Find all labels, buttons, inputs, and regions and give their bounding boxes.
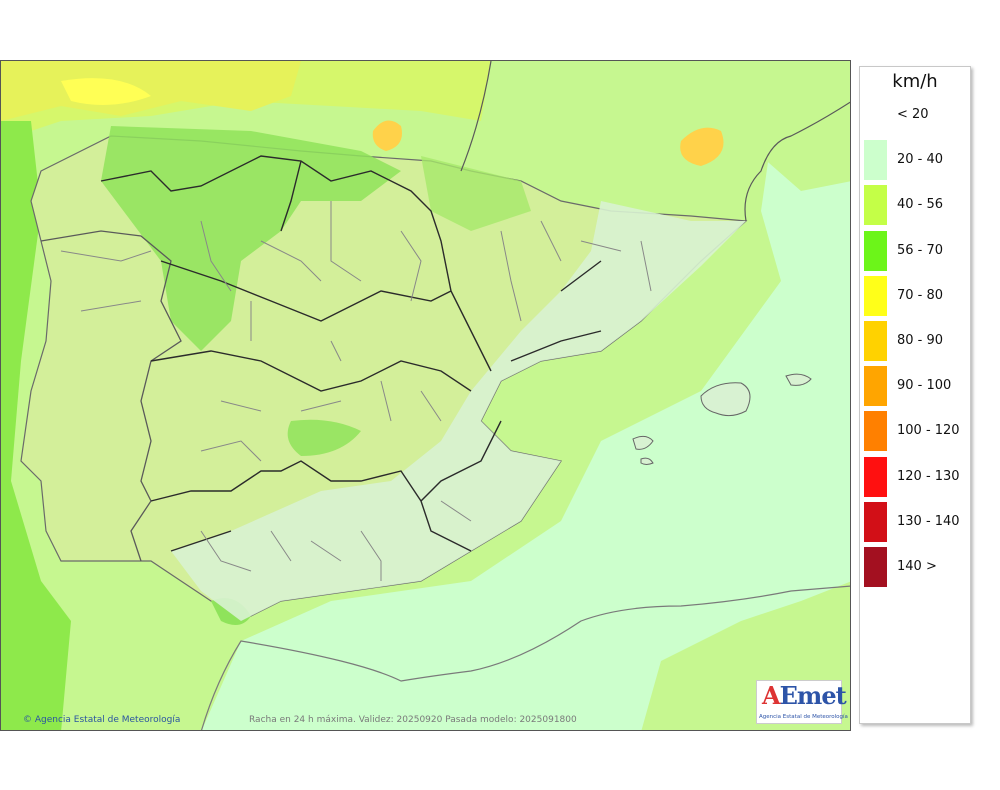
north-east-56-70 [421, 156, 531, 231]
legend-item: 70 - 80 [860, 275, 970, 316]
legend-item: 56 - 70 [860, 230, 970, 271]
wind-gust-map: © Agencia Estatal de Meteorología Racha … [0, 60, 851, 731]
legend-swatch [864, 321, 887, 361]
legend-item: 100 - 120 [860, 411, 970, 452]
legend-swatch [864, 185, 887, 226]
menorca [785, 373, 812, 386]
legend-label: 120 - 130 [897, 468, 960, 484]
legend-swatch [864, 140, 887, 181]
legend-item: < 20 [860, 95, 970, 135]
legend-item: 140 > [860, 547, 970, 587]
legend-item: 90 - 100 [860, 366, 970, 407]
legend-swatch [864, 547, 887, 587]
legend-swatch [864, 501, 887, 542]
north-yellowish [1, 61, 301, 121]
legend-swatch [864, 366, 887, 407]
legend-label: 20 - 40 [897, 152, 944, 168]
mediterranean-20-40 [201, 62, 850, 730]
credit-label: Agencia Estatal de Meteorología [34, 715, 181, 725]
legend-item: 80 - 90 [860, 321, 970, 361]
legend-item: 40 - 56 [860, 185, 970, 226]
map-canvas [1, 61, 850, 730]
legend-swatch [864, 95, 887, 135]
aemet-logo-subtext: Agencia Estatal de Meteorología [759, 714, 848, 720]
legend-label: 70 - 80 [897, 287, 944, 303]
atlantic-56-70 [1, 121, 71, 730]
south-centre-56-70 [287, 419, 361, 456]
legend-swatch [864, 275, 887, 316]
legend-swatch [864, 230, 887, 271]
legend-label: 100 - 120 [897, 423, 960, 439]
gust-80-90-patch [680, 127, 724, 166]
mallorca [700, 382, 751, 417]
legend-item: 20 - 40 [860, 140, 970, 181]
legend-item: 130 - 140 [860, 501, 970, 542]
legend-swatch [864, 411, 887, 452]
legend-label: 140 > [897, 559, 937, 574]
aemet-logo: AEmet Agencia Estatal de Meteorología [756, 680, 848, 724]
legend-swatch [864, 456, 887, 497]
north-west-56-70 [101, 126, 401, 351]
legend-unit: km/h [892, 71, 938, 92]
provincial-borders [60, 201, 652, 581]
legend-label: < 20 [897, 107, 929, 122]
france-coast [460, 61, 850, 222]
legend-label: 56 - 70 [897, 242, 944, 258]
formentera [640, 457, 654, 465]
gust-80-90-patch-2 [372, 120, 402, 151]
validity-text: Racha en 24 h máxima. Validez: 20250920 … [249, 715, 577, 725]
legend-label: 90 - 100 [897, 378, 952, 394]
gulf-lion-40-56 [561, 61, 850, 191]
credit-text: © Agencia Estatal de Meteorología [23, 715, 180, 725]
africa-coast [200, 585, 850, 730]
aemet-logo-word: AEmet [762, 681, 847, 710]
legend-label: 130 - 140 [897, 513, 960, 529]
community-borders [100, 155, 602, 552]
gust-70-80-patch [61, 78, 151, 105]
legend-label: 80 - 90 [897, 333, 944, 348]
east-20-40-zone [171, 201, 746, 621]
legend-label: 40 - 56 [897, 197, 944, 213]
ibiza [632, 435, 654, 450]
legend: km/h < 20 20 - 40 40 - 56 56 - 70 70 - 80 80 … [859, 66, 971, 724]
legend-item: 120 - 130 [860, 456, 970, 497]
copyright-icon: © [23, 715, 32, 725]
